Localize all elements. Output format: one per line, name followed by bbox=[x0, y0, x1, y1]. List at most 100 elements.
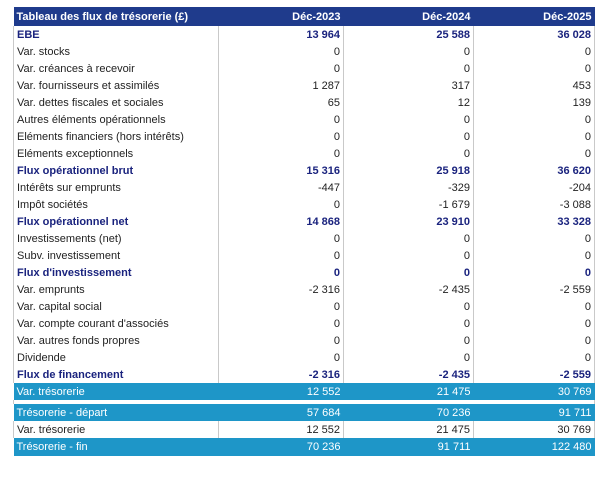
row-value: 0 bbox=[473, 298, 595, 315]
row-value: 91 711 bbox=[343, 438, 474, 456]
row-value: -3 088 bbox=[473, 196, 595, 213]
table-row: Investissements (net) 0 0 0 bbox=[13, 230, 595, 247]
table-row-highlight: Trésorerie - départ 57 684 70 236 91 711 bbox=[13, 404, 595, 421]
table-row-subtotal: Flux opérationnel brut 15 316 25 918 36 … bbox=[13, 162, 595, 179]
table-row-subtotal: Flux de financement -2 316 -2 435 -2 559 bbox=[13, 366, 595, 383]
table-row: Autres éléments opérationnels 0 0 0 bbox=[13, 111, 595, 128]
row-value: -2 435 bbox=[343, 281, 474, 298]
table-row: Eléments financiers (hors intérêts) 0 0 … bbox=[13, 128, 595, 145]
row-value: 0 bbox=[218, 298, 344, 315]
table-row: Var. stocks 0 0 0 bbox=[13, 43, 595, 60]
row-label: Var. compte courant d'associés bbox=[13, 315, 219, 332]
row-label: Trésorerie - fin bbox=[13, 438, 219, 456]
row-value: 0 bbox=[473, 349, 595, 366]
row-value: 0 bbox=[473, 145, 595, 162]
row-value: 70 236 bbox=[343, 404, 474, 421]
row-spacer bbox=[13, 400, 595, 404]
row-value: -2 316 bbox=[218, 281, 344, 298]
row-value: 0 bbox=[343, 128, 474, 145]
table-row-subtotal: Flux d'investissement 0 0 0 bbox=[13, 264, 595, 281]
row-value: 0 bbox=[473, 128, 595, 145]
row-value: 25 588 bbox=[343, 26, 474, 43]
table-row-subtotal: Flux opérationnel net 14 868 23 910 33 3… bbox=[13, 213, 595, 230]
row-value: 0 bbox=[343, 145, 474, 162]
row-label: Var. emprunts bbox=[13, 281, 219, 298]
row-value: 453 bbox=[473, 77, 595, 94]
table-row: Var. capital social 0 0 0 bbox=[13, 298, 595, 315]
table-row: Var. fournisseurs et assimilés 1 287 317… bbox=[13, 77, 595, 94]
row-value: 0 bbox=[343, 43, 474, 60]
row-label: Impôt sociétés bbox=[13, 196, 219, 213]
row-value: 139 bbox=[473, 94, 595, 111]
row-value: -447 bbox=[218, 179, 344, 196]
row-value: 91 711 bbox=[473, 404, 595, 421]
row-label: Trésorerie - départ bbox=[13, 404, 219, 421]
row-value: -1 679 bbox=[343, 196, 474, 213]
row-value: 1 287 bbox=[218, 77, 344, 94]
row-value: 23 910 bbox=[343, 213, 474, 230]
row-label: Var. trésorerie bbox=[13, 421, 219, 438]
year-header: Déc-2025 bbox=[473, 7, 595, 26]
row-value: 0 bbox=[218, 264, 344, 281]
cash-flow-table: Tableau des flux de trésorerie (£) Déc-2… bbox=[13, 7, 595, 456]
row-value: 0 bbox=[343, 349, 474, 366]
row-value: 0 bbox=[218, 43, 344, 60]
row-value: 0 bbox=[473, 315, 595, 332]
row-value: 0 bbox=[343, 230, 474, 247]
row-value: 21 475 bbox=[343, 421, 474, 438]
row-value: 12 552 bbox=[218, 421, 344, 438]
row-value: 0 bbox=[473, 60, 595, 77]
row-value: 57 684 bbox=[218, 404, 344, 421]
table-row: Subv. investissement 0 0 0 bbox=[13, 247, 595, 264]
row-label: Var. autres fonds propres bbox=[13, 332, 219, 349]
row-value: 0 bbox=[218, 196, 344, 213]
year-header: Déc-2024 bbox=[343, 7, 474, 26]
row-value: 0 bbox=[218, 128, 344, 145]
row-label: Autres éléments opérationnels bbox=[13, 111, 219, 128]
row-value: 0 bbox=[218, 332, 344, 349]
row-value: 0 bbox=[343, 332, 474, 349]
row-value: 25 918 bbox=[343, 162, 474, 179]
row-value: 0 bbox=[218, 315, 344, 332]
row-label: Var. stocks bbox=[13, 43, 219, 60]
row-value: 12 552 bbox=[218, 383, 344, 400]
row-label: Var. fournisseurs et assimilés bbox=[13, 77, 219, 94]
row-label: Intérêts sur emprunts bbox=[13, 179, 219, 196]
table-header-row: Tableau des flux de trésorerie (£) Déc-2… bbox=[13, 7, 595, 26]
row-value: 0 bbox=[473, 247, 595, 264]
row-value: 0 bbox=[218, 111, 344, 128]
row-value: 30 769 bbox=[473, 383, 595, 400]
row-label: Var. capital social bbox=[13, 298, 219, 315]
row-value: -2 316 bbox=[218, 366, 344, 383]
row-value: 0 bbox=[218, 247, 344, 264]
row-value: 33 328 bbox=[473, 213, 595, 230]
row-value: 122 480 bbox=[473, 438, 595, 456]
table-row: Var. dettes fiscales et sociales 65 12 1… bbox=[13, 94, 595, 111]
row-value: -2 559 bbox=[473, 281, 595, 298]
row-value: 0 bbox=[473, 332, 595, 349]
row-value: 21 475 bbox=[343, 383, 474, 400]
row-value: 36 028 bbox=[473, 26, 595, 43]
row-value: 317 bbox=[343, 77, 474, 94]
table-row: Var. autres fonds propres 0 0 0 bbox=[13, 332, 595, 349]
row-value: 12 bbox=[343, 94, 474, 111]
table-row: Var. compte courant d'associés 0 0 0 bbox=[13, 315, 595, 332]
row-value: 0 bbox=[473, 264, 595, 281]
row-value: 0 bbox=[473, 230, 595, 247]
table-title: Tableau des flux de trésorerie (£) bbox=[13, 7, 219, 26]
row-value: 70 236 bbox=[218, 438, 344, 456]
row-value: 0 bbox=[343, 247, 474, 264]
row-label: Var. créances à recevoir bbox=[13, 60, 219, 77]
row-value: 0 bbox=[473, 43, 595, 60]
row-label: Subv. investissement bbox=[13, 247, 219, 264]
row-value: 0 bbox=[343, 264, 474, 281]
table-row-highlight: Trésorerie - fin 70 236 91 711 122 480 bbox=[13, 438, 595, 456]
row-value: 0 bbox=[218, 145, 344, 162]
row-label: Flux opérationnel net bbox=[13, 213, 219, 230]
row-value: 65 bbox=[218, 94, 344, 111]
row-value: 14 868 bbox=[218, 213, 344, 230]
row-label: Eléments financiers (hors intérêts) bbox=[13, 128, 219, 145]
row-value: 0 bbox=[343, 298, 474, 315]
row-value: -2 435 bbox=[343, 366, 474, 383]
row-value: 0 bbox=[343, 111, 474, 128]
